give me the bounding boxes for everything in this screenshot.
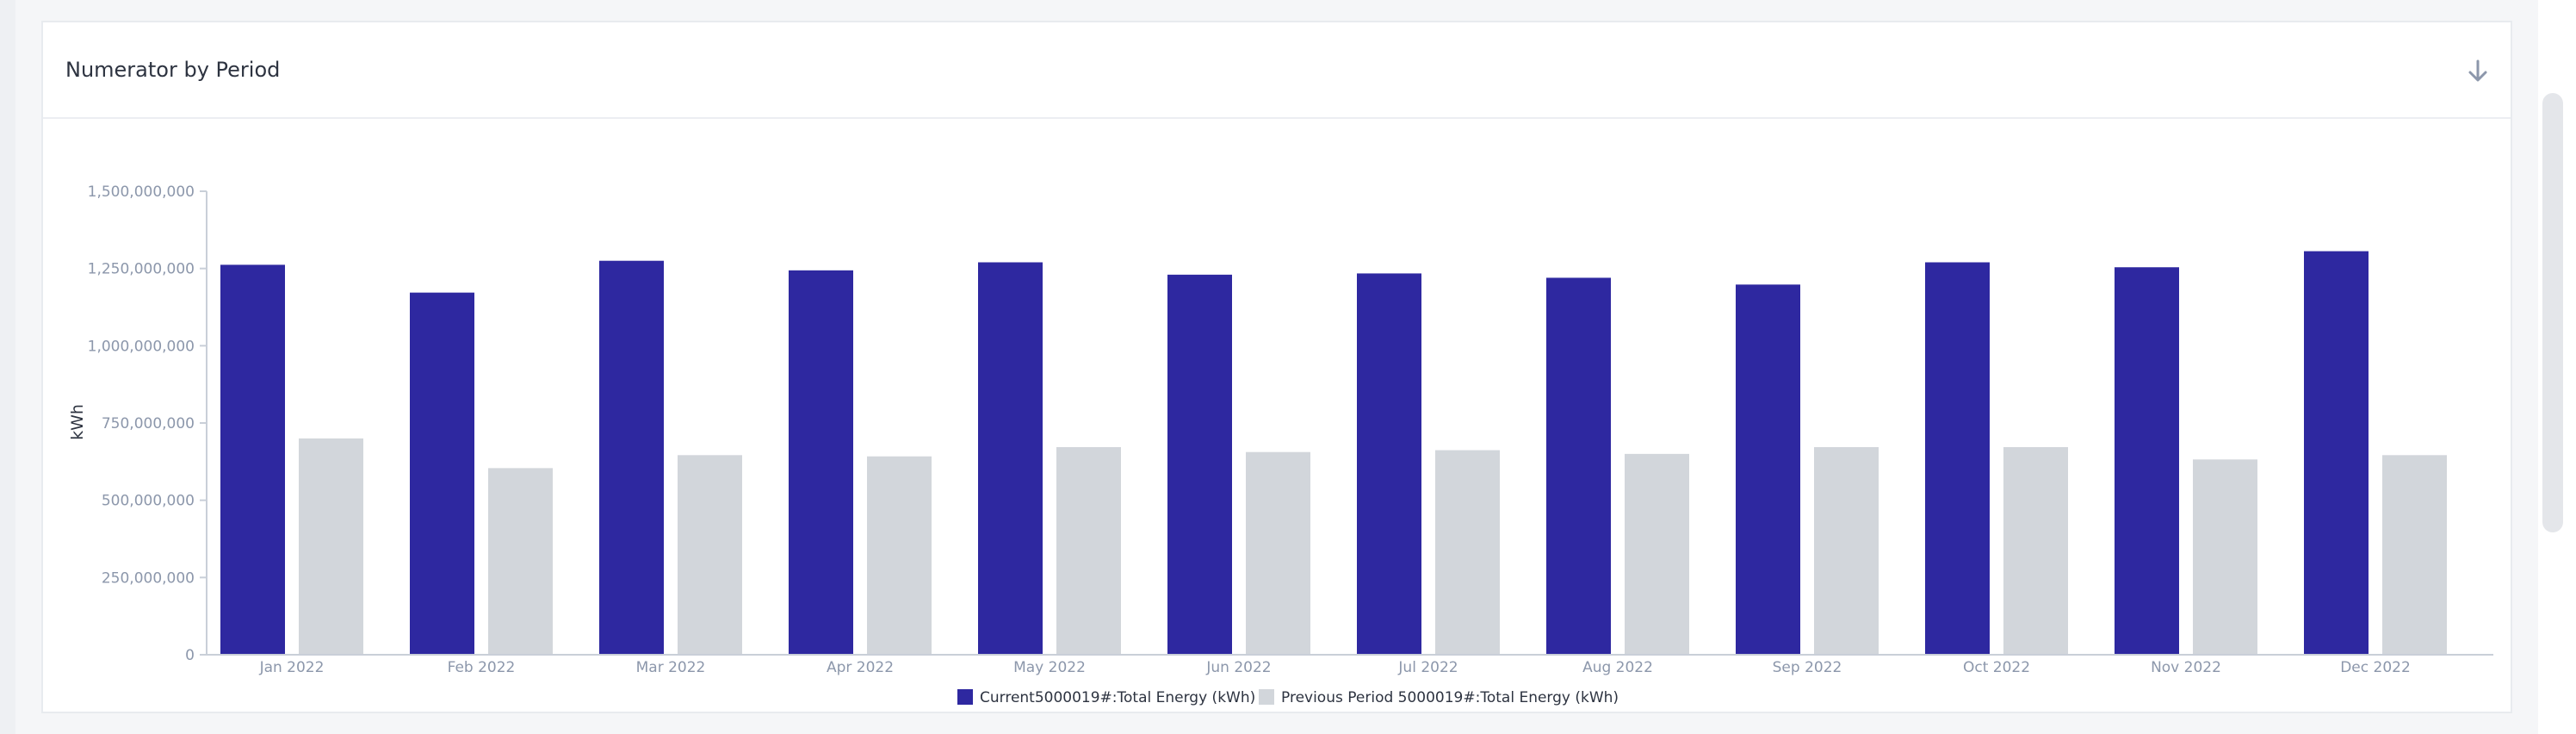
bar-chart: 0 250,000,000 500,000,000 750,000,000 1,000,… — [68, 184, 2493, 706]
x-tick-label: Nov 2022 — [2151, 659, 2221, 676]
x-tick-label: Oct 2022 — [1963, 659, 2030, 676]
bar-previous[interactable] — [2193, 459, 2257, 655]
bar-previous[interactable] — [299, 438, 363, 655]
y-axis: 0 250,000,000 500,000,000 750,000,000 1,000,… — [88, 184, 207, 664]
arrow-down-icon — [2468, 59, 2487, 82]
bar-previous[interactable] — [678, 455, 742, 655]
y-tick-label: 1,000,000,000 — [88, 338, 195, 355]
scrollbar-thumb[interactable] — [2542, 93, 2563, 532]
x-tick-label: May 2022 — [1013, 659, 1086, 676]
bar-current[interactable] — [1167, 274, 1232, 655]
x-tick-label: Apr 2022 — [827, 659, 894, 676]
bar-current[interactable] — [789, 270, 853, 655]
x-tick-label: Feb 2022 — [448, 659, 516, 676]
x-tick-label: Jun 2022 — [1205, 659, 1271, 676]
legend: Current5000019#:Total Energy (kWh) Previ… — [957, 689, 1619, 706]
y-axis-label: kWh — [68, 404, 87, 440]
x-axis: Jan 2022 Feb 2022 Mar 2022 Apr 2022 May 2022… — [207, 654, 2493, 676]
y-tick-label: 0 — [185, 647, 195, 664]
bar-current[interactable] — [410, 292, 474, 655]
legend-swatch-previous — [1259, 689, 1274, 705]
bar-previous[interactable] — [2382, 455, 2447, 655]
bar-previous[interactable] — [1056, 446, 1121, 655]
x-tick-label: Aug 2022 — [1582, 659, 1653, 676]
y-tick-label: 1,250,000,000 — [88, 261, 195, 278]
bars-group — [220, 251, 2447, 655]
card-header: Numerator by Period — [43, 22, 2511, 119]
bar-current[interactable] — [978, 262, 1043, 655]
bar-current[interactable] — [1357, 273, 1421, 655]
bar-previous[interactable] — [2003, 446, 2068, 655]
y-tick-label: 250,000,000 — [102, 569, 195, 587]
y-tick-label: 750,000,000 — [102, 415, 195, 432]
bar-current[interactable] — [2304, 251, 2369, 655]
legend-label-previous: Previous Period 5000019#:Total Energy (k… — [1281, 689, 1619, 706]
bar-current[interactable] — [2115, 267, 2179, 655]
download-button[interactable] — [2461, 53, 2495, 88]
chart-card: Numerator by Period 0 250,000,000 500,000,… — [41, 21, 2512, 713]
bar-current[interactable] — [1546, 277, 1611, 655]
legend-label-current: Current5000019#:Total Energy (kWh) — [980, 689, 1255, 706]
x-tick-label: Sep 2022 — [1773, 659, 1842, 676]
chart-area: 0 250,000,000 500,000,000 750,000,000 1,000,… — [43, 119, 2511, 713]
bar-current[interactable] — [1925, 262, 1990, 655]
x-tick-label: Jan 2022 — [259, 659, 325, 676]
bar-previous[interactable] — [867, 456, 932, 655]
bar-current[interactable] — [220, 264, 285, 655]
legend-swatch-current — [957, 689, 973, 705]
bar-previous[interactable] — [1625, 453, 1689, 655]
bar-previous[interactable] — [1814, 446, 1879, 655]
x-tick-label: Jul 2022 — [1397, 659, 1458, 676]
left-gutter — [0, 0, 15, 734]
y-tick-label: 500,000,000 — [102, 493, 195, 510]
x-tick-label: Dec 2022 — [2340, 659, 2411, 676]
x-tick-label: Mar 2022 — [636, 659, 706, 676]
bar-current[interactable] — [1736, 284, 1800, 655]
y-tick-label: 1,500,000,000 — [88, 184, 195, 201]
bar-previous[interactable] — [1435, 450, 1500, 655]
bar-previous[interactable] — [488, 468, 553, 655]
bar-current[interactable] — [599, 260, 664, 655]
card-title: Numerator by Period — [65, 58, 281, 82]
bar-previous[interactable] — [1246, 451, 1310, 655]
